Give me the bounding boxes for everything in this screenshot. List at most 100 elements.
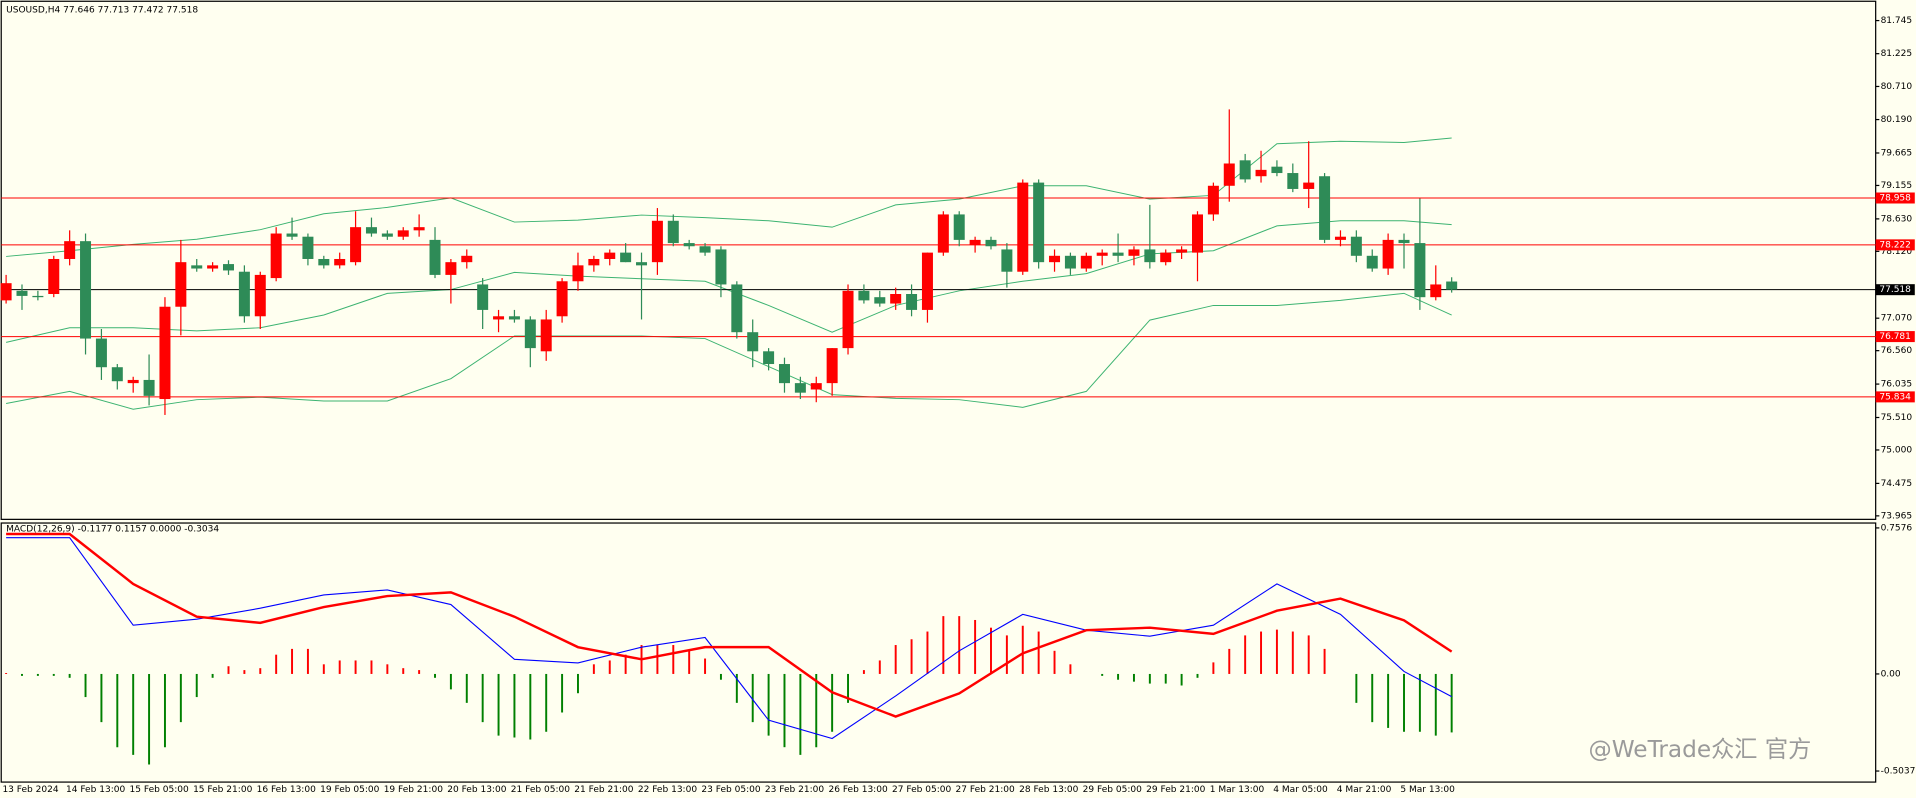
- candle-body: [763, 351, 775, 365]
- candle-body: [318, 258, 330, 266]
- y-tick-label: 77.070: [1881, 314, 1913, 324]
- x-tick-label: 5 Mar 13:00: [1400, 785, 1455, 795]
- candle-body: [95, 338, 107, 368]
- candle-body: [1160, 252, 1172, 263]
- chart-title: USOUSD,H4 77.646 77.713 77.472 77.518: [6, 5, 198, 15]
- indicator-title: MACD(12,26,9) -0.1177 0.1157 0.0000 -0.3…: [6, 525, 219, 535]
- candle-body: [191, 265, 203, 269]
- x-tick-label: 28 Feb 13:00: [1019, 785, 1079, 795]
- price-panel: [0, 0, 1877, 520]
- x-tick-label: 16 Feb 13:00: [257, 785, 317, 795]
- candle-body: [397, 230, 409, 237]
- candle-body: [1334, 236, 1346, 240]
- candle-body: [1176, 249, 1188, 253]
- candle-body: [159, 306, 171, 400]
- candle-body: [238, 271, 250, 317]
- price-tag-label: 75.834: [1879, 392, 1911, 402]
- price-tag: [1875, 284, 1915, 296]
- candle-body: [826, 348, 838, 384]
- x-tick-label: 23 Feb 05:00: [701, 785, 761, 795]
- candle-body: [858, 290, 870, 301]
- candle-body: [794, 383, 806, 393]
- candle-body: [1366, 255, 1378, 269]
- x-tick-label: 19 Feb 05:00: [320, 785, 380, 795]
- candle-body: [937, 214, 949, 253]
- candle-body: [1080, 255, 1092, 269]
- y-tick-label: 73.965: [1881, 511, 1913, 521]
- candle-body: [969, 239, 981, 245]
- y-tick-label: 79.665: [1881, 148, 1913, 158]
- x-tick-label: 19 Feb 21:00: [384, 785, 444, 795]
- candle-body: [921, 252, 933, 310]
- x-tick-label: 29 Feb 05:00: [1083, 785, 1143, 795]
- y-tick-label: 81.745: [1881, 16, 1913, 26]
- candle-body: [890, 293, 902, 304]
- candle-body: [1033, 182, 1045, 263]
- candle-body: [334, 258, 346, 266]
- candle-body: [461, 255, 473, 263]
- price-tag: [1875, 391, 1915, 403]
- candle-body: [953, 214, 965, 240]
- candle-body: [636, 262, 648, 266]
- candle-body: [985, 239, 997, 247]
- candle-body: [604, 252, 616, 259]
- macd-line: [6, 537, 1452, 740]
- price-tag-label: 76.781: [1879, 332, 1911, 342]
- y-tick-label: 75.000: [1881, 445, 1913, 455]
- candle-body: [175, 262, 187, 307]
- candle-body: [1446, 281, 1458, 290]
- band-lower: [6, 292, 1452, 410]
- x-tick-label: 22 Feb 13:00: [638, 785, 698, 795]
- candle-body: [127, 379, 139, 384]
- macd-line: [6, 532, 1453, 718]
- candle-body: [270, 233, 282, 279]
- candle-body: [1017, 182, 1029, 272]
- y-tick-label: 0.7576: [1881, 523, 1913, 533]
- candle-body: [508, 316, 520, 320]
- candle-body: [381, 233, 393, 237]
- candle-body: [1287, 173, 1299, 189]
- candle-body: [143, 379, 155, 396]
- y-tick-label: 75.510: [1881, 413, 1913, 423]
- candle-body: [620, 252, 632, 263]
- watermark: @WeTrade众汇 官方: [1589, 736, 1812, 763]
- candle-body: [715, 249, 727, 285]
- price-tag: [1875, 331, 1915, 343]
- candle-body: [651, 220, 663, 263]
- price-tag-label: 78.958: [1879, 193, 1911, 203]
- x-tick-label: 4 Mar 05:00: [1273, 785, 1328, 795]
- candle-body: [1223, 163, 1235, 186]
- candle-body: [1001, 249, 1013, 272]
- candle-body: [572, 265, 584, 282]
- candle-body: [429, 239, 441, 275]
- y-tick-label: 76.560: [1881, 346, 1913, 356]
- y-tick-label: 78.630: [1881, 214, 1913, 224]
- candle-body: [1207, 185, 1219, 215]
- x-tick-label: 29 Feb 21:00: [1146, 785, 1206, 795]
- candle-body: [1382, 239, 1394, 269]
- macd-panel: [0, 522, 1877, 783]
- x-tick-label: 21 Feb 21:00: [574, 785, 634, 795]
- candle-body: [493, 316, 505, 320]
- x-tick-label: 14 Feb 13:00: [66, 785, 126, 795]
- candle-body: [1144, 249, 1156, 263]
- band-upper: [6, 137, 1452, 257]
- x-tick-label: 26 Feb 13:00: [828, 785, 888, 795]
- candle-body: [1255, 169, 1267, 177]
- candle-body: [874, 297, 886, 304]
- candle-body: [1239, 160, 1251, 180]
- candle-body: [731, 284, 743, 333]
- candle-body: [1192, 214, 1203, 253]
- candle-body: [1398, 239, 1410, 244]
- candle-body: [906, 293, 918, 310]
- price-tag-label: 78.222: [1879, 240, 1911, 250]
- candle-body: [683, 243, 695, 247]
- candle-body: [1096, 252, 1108, 256]
- x-tick-label: 4 Mar 21:00: [1337, 785, 1392, 795]
- candle-body: [413, 227, 425, 231]
- candle-body: [1128, 249, 1140, 256]
- candle-body: [477, 284, 489, 310]
- x-tick-label: 15 Feb 05:00: [130, 785, 190, 795]
